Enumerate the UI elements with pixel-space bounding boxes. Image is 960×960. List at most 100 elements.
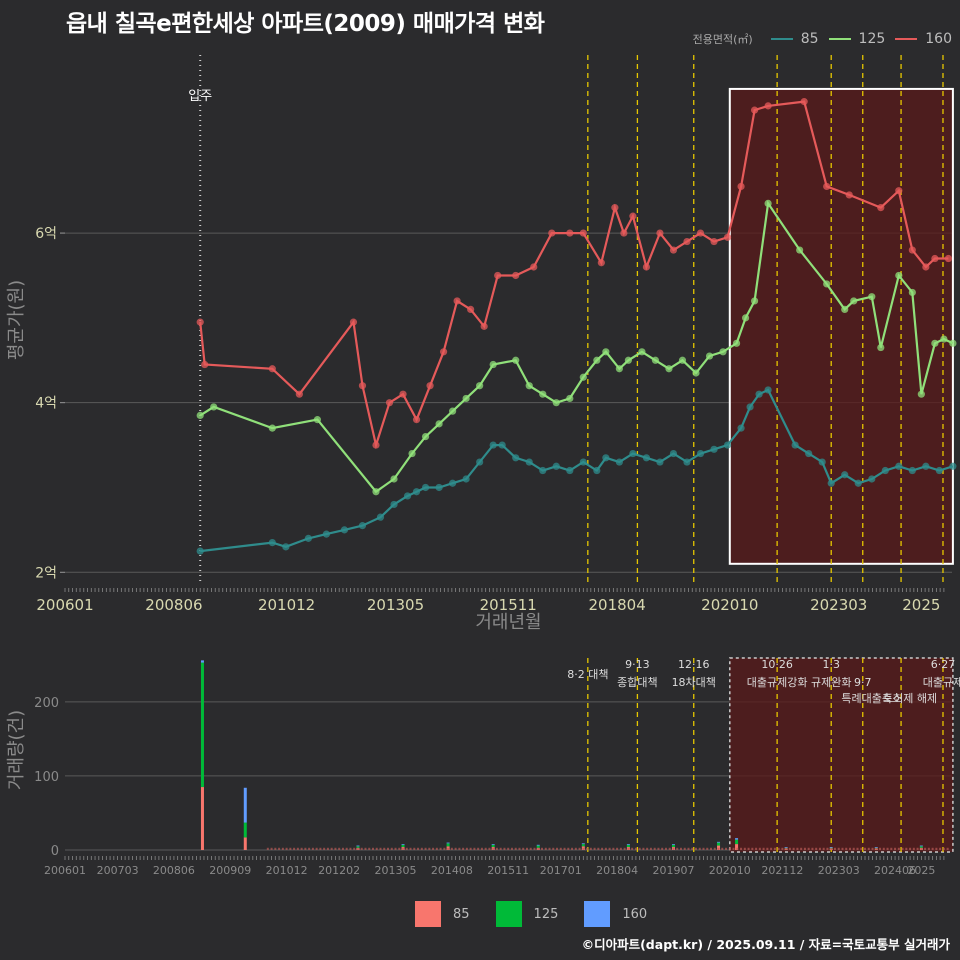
point-160-21 (597, 259, 605, 267)
point-125-3 (313, 416, 321, 424)
vol-bar-minor (646, 847, 649, 850)
vol-bar-minor (845, 847, 848, 850)
point-85-36 (746, 403, 754, 411)
vol-bar-125-2 (356, 846, 360, 848)
point-125-14 (525, 382, 533, 390)
point-160-11 (439, 348, 448, 356)
vol-bar-160-9 (671, 844, 675, 845)
vol-bar-minor (616, 847, 619, 850)
vol-bar-minor (612, 847, 615, 850)
vol-bar-minor (924, 847, 927, 850)
vol-bar-125-0 (200, 662, 204, 788)
vol-bar-minor (822, 847, 825, 850)
vol-bar-minor (477, 847, 480, 850)
vol-bar-125-14 (874, 847, 878, 849)
point-125-6 (408, 449, 416, 458)
vol-bar-minor (882, 847, 885, 850)
point-85-8 (390, 500, 398, 509)
vol-annotation-2: 종합대책 (617, 676, 657, 689)
vol-bar-minor (495, 847, 498, 850)
point-160-8 (399, 390, 407, 398)
vol-annotation-10: 특례대출축소 (841, 692, 902, 705)
point-85-13 (449, 479, 457, 487)
vol-bar-minor (439, 847, 442, 850)
point-85-46 (881, 466, 889, 475)
vol-bar-minor (601, 847, 604, 850)
vol-bar-minor (691, 847, 694, 850)
legend-label-125: 125 (858, 31, 886, 47)
vol-y-tick-label-2: 200 (34, 696, 59, 711)
vol-bar-minor (710, 847, 713, 850)
vol-bar-minor (285, 847, 288, 850)
point-85-15 (476, 458, 484, 466)
point-125-23 (638, 348, 646, 356)
move-in-label: 입주 (188, 89, 212, 104)
price-chart: 2억 4억 6억 입주 200601 200806 201012 201305 201511 20… (6, 55, 957, 633)
point-125-27 (692, 369, 700, 377)
point-85-43 (841, 471, 849, 479)
volume-legend-box-85 (415, 901, 441, 927)
point-160-13 (467, 305, 475, 313)
point-160-20 (579, 229, 587, 237)
point-85-4 (322, 530, 331, 538)
vol-bar-minor (725, 847, 728, 850)
vol-bar-minor (668, 847, 671, 850)
vol-x-tick-label-2: 200806 (153, 864, 195, 877)
vol-bar-125-5 (491, 844, 495, 848)
point-160-2 (268, 365, 276, 373)
vol-bar-125-9 (671, 844, 675, 848)
vol-bar-minor (736, 847, 739, 850)
point-125-41 (908, 288, 916, 297)
vol-bar-minor (608, 847, 611, 850)
point-85-21 (552, 462, 560, 470)
vol-bar-minor (751, 847, 754, 850)
point-160-18 (548, 229, 556, 237)
vol-bar-minor (634, 847, 637, 850)
point-85-49 (922, 462, 930, 470)
vol-bar-minor (341, 847, 344, 850)
point-125-2 (268, 424, 276, 432)
point-160-9 (412, 416, 421, 424)
vol-bar-minor (507, 847, 510, 850)
volume-legend-label-160: 160 (622, 906, 648, 922)
vol-bar-minor (586, 847, 589, 850)
point-85-5 (340, 526, 349, 534)
vol-bar-minor (931, 847, 934, 850)
vol-bar-minor (473, 847, 476, 850)
vol-bar-minor (518, 847, 521, 850)
vol-bar-125-10 (717, 842, 721, 846)
vol-bar-minor (879, 847, 882, 850)
vol-bar-minor (428, 847, 431, 850)
vol-bar-85-1 (243, 837, 247, 850)
vol-bar-minor (852, 847, 855, 850)
point-160-43 (944, 254, 952, 263)
point-85-29 (656, 458, 664, 466)
point-85-19 (525, 458, 533, 466)
vol-bar-minor (788, 847, 791, 850)
vol-bar-minor (330, 847, 333, 850)
vol-bar-minor (721, 847, 724, 850)
vol-bar-160-13 (829, 847, 833, 848)
vol-bar-minor (402, 847, 405, 850)
vol-bar-minor (661, 847, 664, 850)
point-85-11 (421, 483, 430, 492)
point-85-14 (462, 475, 470, 483)
vol-bar-minor (300, 847, 303, 850)
vol-annotation-11: 토허제 해제 (883, 691, 937, 705)
vol-bar-minor (762, 847, 765, 850)
vol-bar-160-0 (200, 660, 204, 663)
highlight-region (728, 87, 954, 565)
point-125-24 (651, 356, 660, 364)
point-160-7 (385, 399, 394, 407)
vol-x-tick-label-11: 201907 (652, 864, 694, 877)
point-85-50 (935, 466, 943, 475)
vol-bar-minor (417, 847, 420, 850)
vol-x-tick-label-4: 201012 (266, 864, 308, 877)
vol-bar-minor (567, 847, 570, 850)
series-line-85 (200, 388, 954, 553)
vol-bar-minor (390, 847, 393, 850)
point-85-24 (593, 466, 601, 475)
point-85-31 (683, 458, 691, 466)
vol-bar-minor (293, 847, 296, 850)
vol-bar-minor (732, 847, 735, 850)
